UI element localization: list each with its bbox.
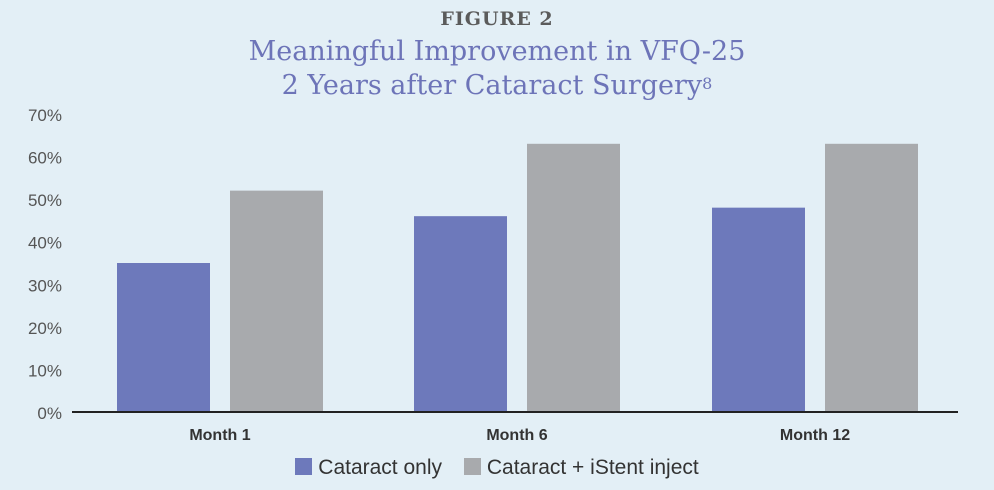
y-tick-label: 50% (28, 191, 62, 210)
legend-swatch-cataract-only (295, 458, 313, 475)
y-tick-label: 30% (28, 276, 62, 295)
y-tick-label: 60% (28, 149, 62, 168)
bar-cataract-istent-month-12 (825, 143, 918, 413)
bar-cataract-only-month-6 (414, 216, 507, 412)
legend-item-cataract-istent: Cataract + iStent inject (463, 456, 699, 480)
y-tick-label: 10% (28, 361, 62, 380)
bar-cataract-istent-month-1 (230, 190, 323, 412)
legend-item-cataract-only: Cataract only (295, 456, 442, 480)
y-tick-label: 20% (28, 319, 62, 338)
y-tick-label: 0% (37, 404, 62, 423)
legend-swatch-cataract-istent (463, 458, 481, 475)
legend-label-cataract-istent: Cataract + iStent inject (486, 456, 699, 479)
chart-title-line-1: Meaningful Improvement in VFQ-25 (248, 36, 746, 67)
y-tick-label: 40% (28, 234, 62, 253)
figure-label: FIGURE 2 (440, 8, 554, 30)
legend: Cataract only Cataract + iStent inject (0, 456, 994, 480)
x-tick-label: Month 1 (189, 427, 250, 444)
x-tick-label: Month 6 (486, 427, 547, 444)
legend-label-cataract-only: Cataract only (318, 456, 443, 479)
bar-cataract-istent-month-6 (527, 143, 620, 413)
y-tick-label: 70% (28, 106, 62, 125)
bar-cataract-only-month-12 (712, 207, 805, 412)
chart-title-line-2: 2 Years after Cataract Surgery8 (0, 69, 994, 103)
bar-cataract-only-month-1 (117, 263, 210, 412)
chart-title-line-2-text: 2 Years after Cataract Surgery (281, 70, 703, 101)
x-tick-label: Month 12 (780, 427, 850, 444)
title-footnote-ref: 8 (702, 74, 713, 93)
chart-title: Meaningful Improvement in VFQ-25 2 Years… (0, 35, 994, 103)
